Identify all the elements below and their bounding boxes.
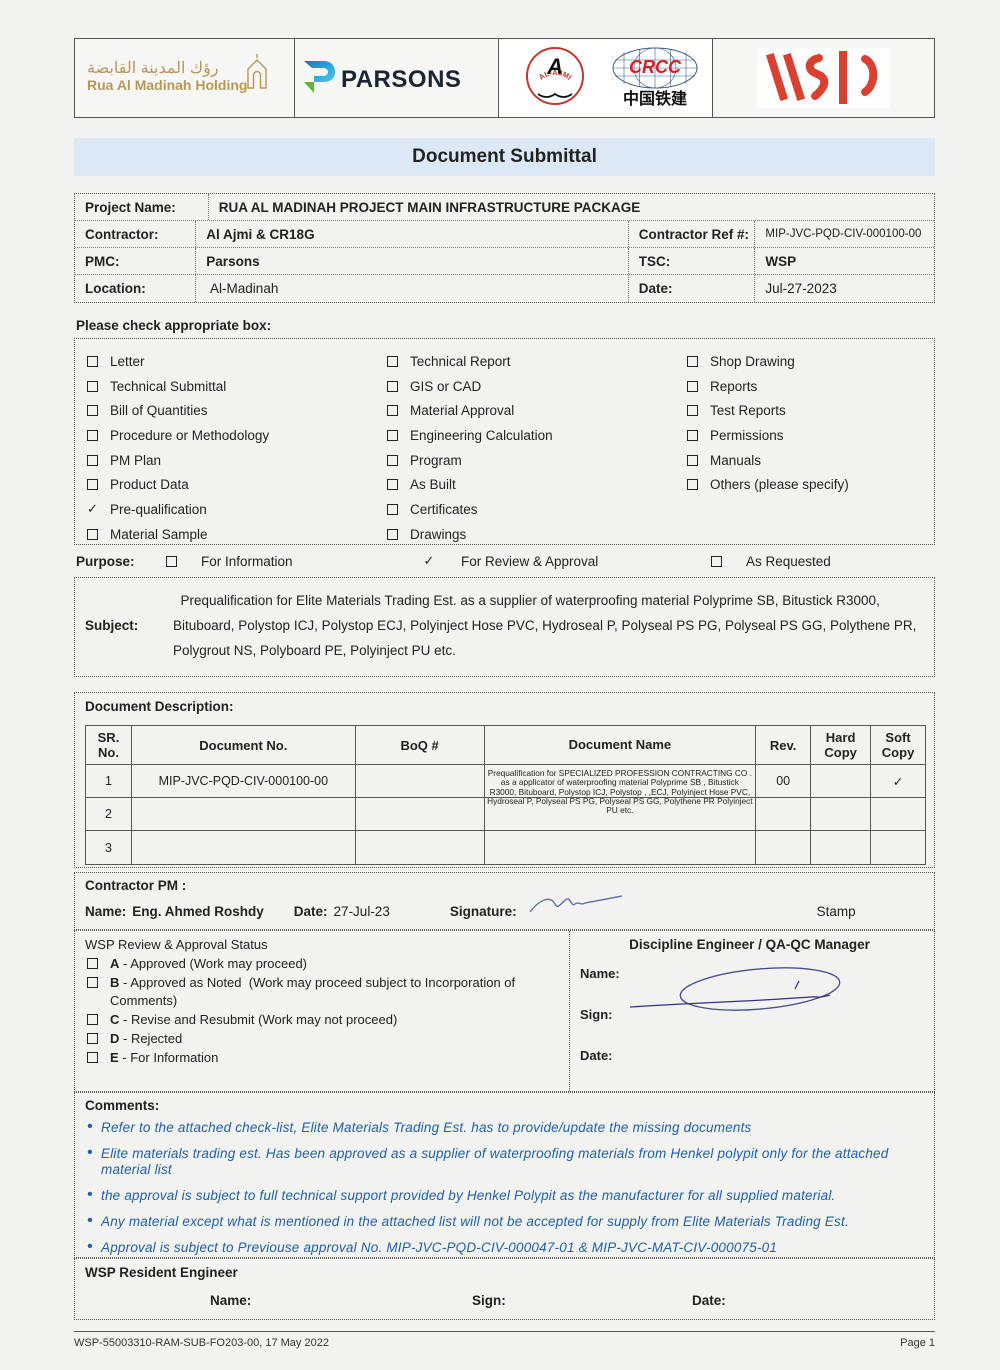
svg-text:CRCC: CRCC bbox=[629, 57, 682, 77]
svg-text:中国铁建: 中国铁建 bbox=[623, 89, 687, 108]
svg-text:PARSONS: PARSONS bbox=[341, 66, 461, 93]
svg-text:Rua Al Madinah Holding: Rua Al Madinah Holding bbox=[87, 77, 247, 93]
svg-text:رؤك المدينة القابضة: رؤك المدينة القابضة bbox=[87, 60, 219, 77]
svg-text:AL-AJMI: AL-AJMI bbox=[537, 68, 573, 82]
